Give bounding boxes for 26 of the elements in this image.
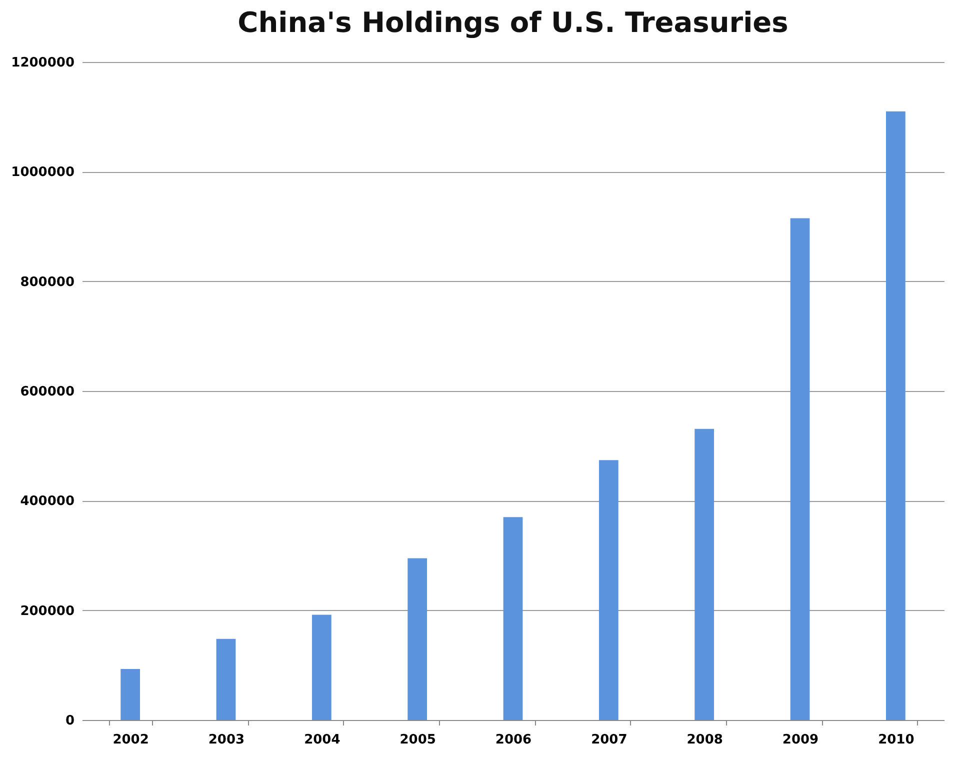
y-tick-label: 600000 bbox=[20, 384, 74, 400]
x-tick-label: 2008 bbox=[686, 732, 723, 748]
x-tick-label: 2002 bbox=[112, 732, 149, 748]
x-tick-label: 2009 bbox=[782, 732, 819, 748]
x-tick-label: 2005 bbox=[400, 732, 436, 748]
bar bbox=[503, 517, 523, 720]
bar bbox=[120, 669, 140, 720]
y-tick-label: 200000 bbox=[20, 604, 74, 619]
bar bbox=[408, 558, 428, 720]
y-tick-label: 1000000 bbox=[11, 165, 74, 180]
y-tick-label: 800000 bbox=[20, 274, 74, 290]
x-tick-label: 2003 bbox=[208, 732, 245, 748]
x-tick-label: 2006 bbox=[495, 732, 532, 748]
bar bbox=[312, 614, 332, 720]
x-tick-label: 2010 bbox=[878, 732, 914, 748]
x-tick-label: 2004 bbox=[304, 732, 340, 748]
bar bbox=[216, 638, 236, 720]
bar bbox=[886, 111, 906, 720]
y-tick-label: 0 bbox=[65, 714, 74, 728]
y-tick-label: 400000 bbox=[20, 494, 74, 510]
x-tick-label: 2007 bbox=[591, 732, 628, 748]
chart-title: China's Holdings of U.S. Treasuries bbox=[238, 6, 788, 39]
bar bbox=[694, 428, 714, 720]
bar bbox=[598, 460, 618, 720]
bar bbox=[790, 218, 810, 720]
y-tick-label: 1200000 bbox=[11, 56, 74, 70]
